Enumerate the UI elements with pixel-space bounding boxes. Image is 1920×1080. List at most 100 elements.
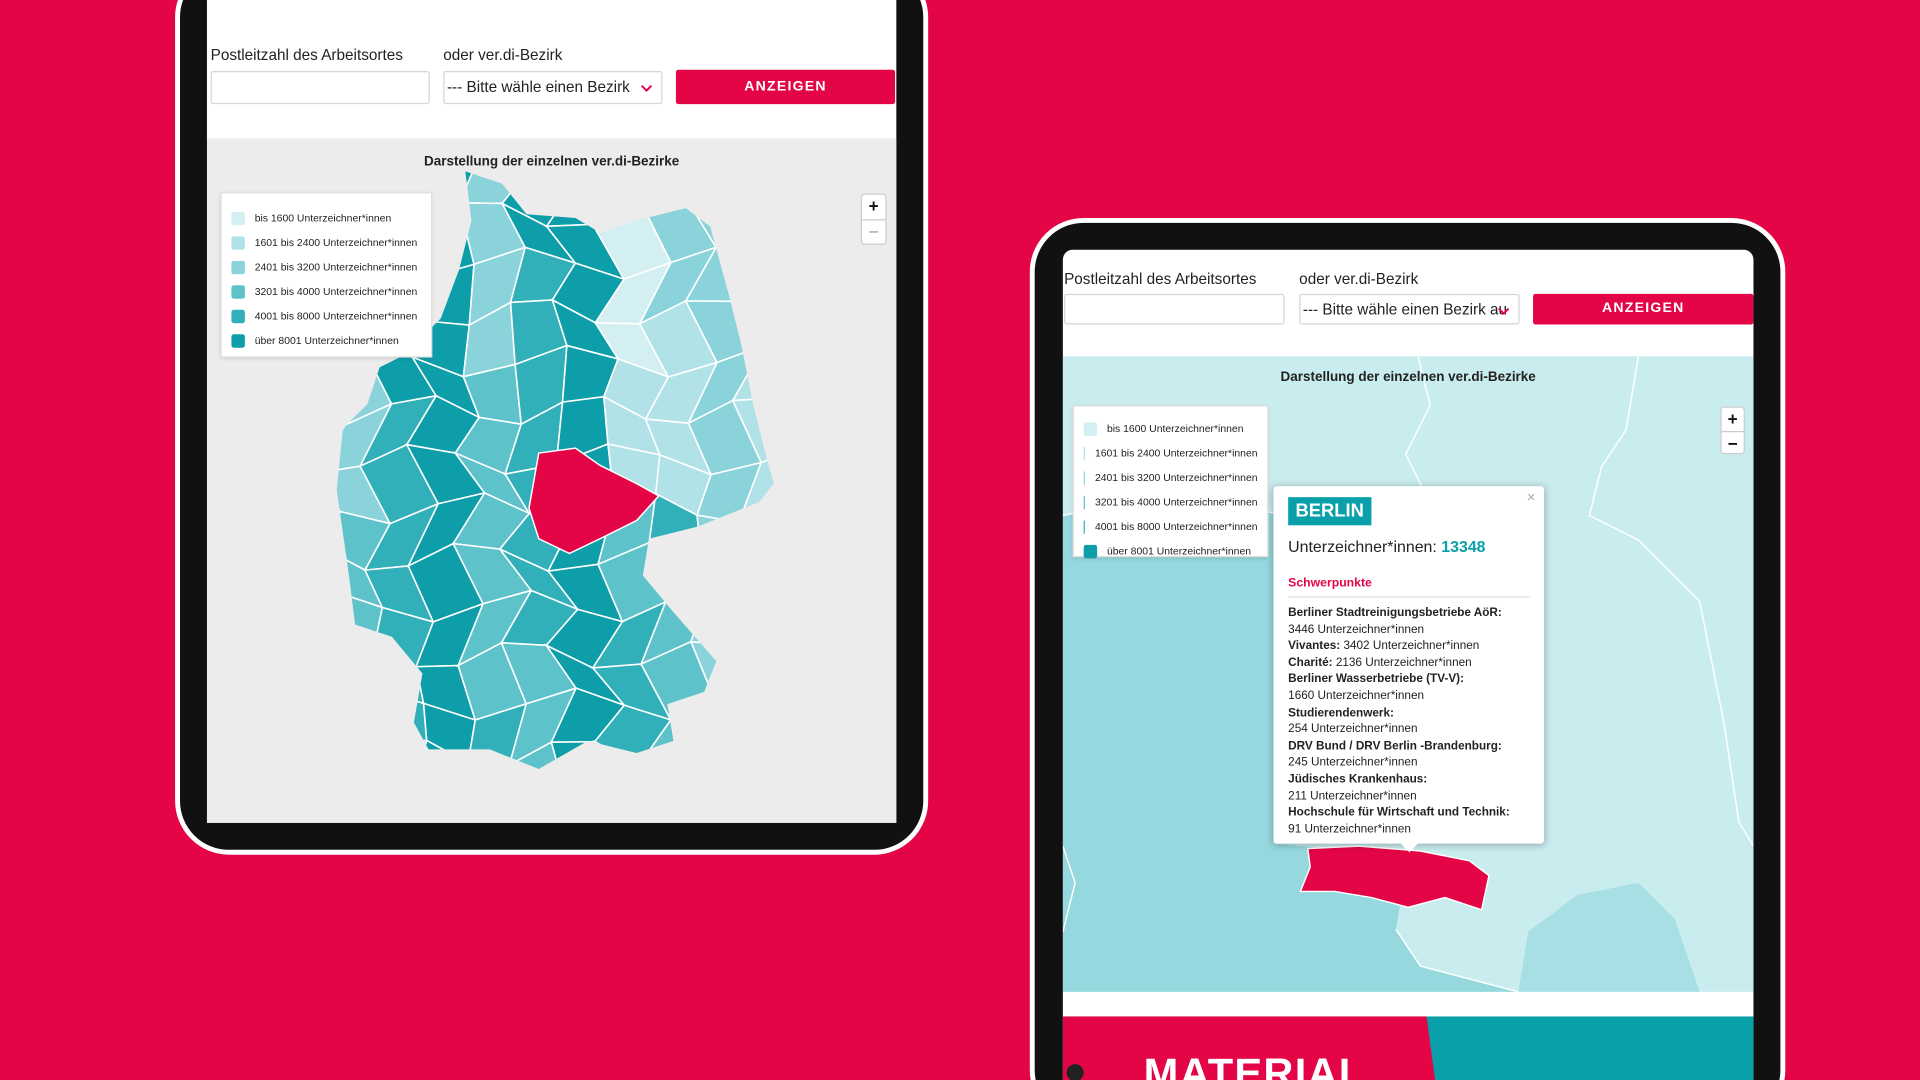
banner-title: MATERIAL: [1143, 1050, 1366, 1080]
district-region: [463, 762, 518, 769]
legend-swatch: [1083, 470, 1086, 485]
legend-label: 2401 bis 3200 Unterzeichner*innen: [1094, 471, 1258, 484]
popup-title: BERLIN: [1288, 497, 1372, 526]
map-area: Darstellung der einzelnen ver.di-Bezirke…: [206, 138, 897, 823]
banner-red: [1062, 1016, 1436, 1080]
district-region: [689, 589, 750, 648]
legend-item: 3201 bis 4000 Unterzeichner*innen: [231, 279, 421, 303]
legend-label: über 8001 Unterzeichner*innen: [1106, 544, 1252, 558]
district-region: [732, 264, 774, 326]
entry-count: 1660 Unterzeichner*innen: [1288, 689, 1425, 703]
legend-label: 4001 bis 8000 Unterzeichner*innen: [1094, 520, 1258, 533]
district-region: [684, 687, 761, 766]
entry-name: Berliner Wasserbetriebe (TV-V):: [1288, 672, 1464, 687]
entry-name: Jüdisches Krankenhaus:: [1288, 772, 1428, 787]
entry-count: 254 Unterzeichner*innen: [1288, 722, 1418, 737]
legend-swatch: [231, 309, 245, 323]
legend-item: bis 1600 Unterzeichner*innen: [1083, 416, 1258, 440]
legend-item: über 8001 Unterzeichner*innen: [1083, 539, 1258, 563]
legend-item: 1601 bis 2400 Unterzeichner*innen: [1083, 441, 1258, 465]
count-value: 13348: [1441, 537, 1486, 556]
legend-item: 4001 bis 8000 Unterzeichner*innen: [1083, 514, 1258, 538]
legend-swatch: [1083, 544, 1098, 558]
popup-pointer: [1399, 842, 1420, 853]
district-region: [361, 739, 428, 769]
legend: bis 1600 Unterzeichner*innen 1601 bis 240…: [1072, 405, 1269, 558]
entry-list: Berliner Stadtreinigungsbetriebe AöR: 34…: [1288, 605, 1529, 838]
district-region: [336, 687, 386, 768]
zoom-out[interactable]: −: [1721, 430, 1744, 454]
district-label: oder ver.di-Bezirk: [443, 46, 563, 64]
district-select[interactable]: --- Bitte wähle einen Bezirk au: [1299, 293, 1520, 325]
legend-item: 4001 bis 8000 Unterzeichner*innen: [231, 304, 421, 328]
show-button[interactable]: ANZEIGEN: [675, 69, 896, 105]
entry-name: Studierendenwerk:: [1288, 705, 1394, 720]
entry-count: 245 Unterzeichner*innen: [1288, 755, 1418, 770]
legend-swatch: [231, 260, 245, 274]
district-region: [336, 643, 376, 707]
banner: [1062, 1016, 1754, 1080]
thuringia-region[interactable]: [528, 447, 660, 555]
region: [1518, 882, 1700, 992]
left-screen: Postleitzahl des Arbeitsortes oder ver.d…: [206, 0, 897, 823]
district-region: [696, 514, 754, 574]
close-button[interactable]: ×: [1526, 488, 1536, 506]
legend-item: 1601 bis 2400 Unterzeichner*innen: [231, 230, 421, 254]
district-region: [648, 541, 709, 603]
legend-label: 3201 bis 4000 Unterzeichner*innen: [1094, 495, 1258, 509]
legend-swatch: [1083, 421, 1098, 436]
entry: Berliner Stadtreinigungsbetriebe AöR: 34…: [1288, 605, 1529, 638]
district-label: oder ver.di-Bezirk: [1299, 270, 1419, 288]
entry-name: DRV Bund / DRV Berlin -Brandenburg:: [1288, 739, 1502, 753]
berlin-region[interactable]: [1299, 845, 1490, 911]
district-region: [732, 687, 774, 744]
entry-count: 211 Unterzeichner*innen: [1288, 789, 1417, 803]
legend-label: bis 1600 Unterzeichner*innen: [254, 211, 392, 225]
legend-label: 1601 bis 2400 Unterzeichner*innen: [1094, 446, 1258, 460]
chevron: [1498, 307, 1510, 315]
legend-item: bis 1600 Unterzeichner*innen: [231, 206, 421, 230]
cookie-icon[interactable]: [1066, 1064, 1084, 1080]
entry-count: 2136 Unterzeichner*innen: [1335, 656, 1472, 670]
legend-swatch: [231, 333, 245, 348]
district-select[interactable]: --- Bitte wähle einen Bezirk: [443, 71, 663, 105]
entry-count: 3402 Unterzeichner*innen: [1343, 639, 1480, 653]
legend-item: 2401 bis 3200 Unterzeichner*innen: [231, 255, 421, 279]
postcode-label: Postleitzahl des Arbeitsortes: [1064, 270, 1257, 288]
border: [1395, 928, 1519, 992]
legend-label: über 8001 Unterzeichner*innen: [254, 334, 399, 347]
map-title: Darstellung der einzelnen ver.di-Bezirke: [423, 154, 680, 169]
map-title: Darstellung der einzelnen ver.di-Bezirke: [1280, 369, 1536, 385]
district-region: [545, 171, 625, 228]
legend-swatch: [1083, 519, 1086, 534]
postcode-input[interactable]: [210, 71, 430, 105]
district-region: [336, 742, 387, 769]
legend-item: 2401 bis 3200 Unterzeichner*innen: [1083, 465, 1258, 489]
zoom-in[interactable]: +: [1727, 408, 1738, 429]
entry-name: Vivantes:: [1288, 639, 1341, 653]
district-region: [741, 610, 774, 671]
section-title: Schwerpunkte: [1288, 577, 1530, 598]
entry: Vivantes: 3402 Unterzeichner*innen: [1288, 638, 1529, 655]
select-text: --- Bitte wähle einen Bezirk au: [1302, 301, 1508, 319]
legend-swatch: [1083, 495, 1086, 509]
popup-count: Unterzeichner*innen: 13348: [1288, 538, 1529, 556]
district-region: [737, 499, 774, 573]
legend: bis 1600 Unterzeichner*innen 1601 bis 240…: [220, 192, 433, 358]
legend-label: 4001 bis 8000 Unterzeichner*innen: [254, 309, 418, 323]
count-label: Unterzeichner*innen:: [1288, 537, 1437, 556]
district-region: [637, 762, 720, 769]
info-popup: × BERLIN Unterzeichner*innen: 13348 Schw…: [1273, 486, 1545, 853]
entry-count: 91 Unterzeichner*innen: [1288, 822, 1411, 836]
border: [1588, 356, 1754, 847]
entry: Studierendenwerk: 254 Unterzeichner*inne…: [1288, 705, 1529, 738]
show-button[interactable]: ANZEIGEN: [1533, 293, 1754, 325]
entry-name: Charité:: [1288, 656, 1333, 670]
entry: Berliner Wasserbetriebe (TV-V): 1660 Unt…: [1288, 671, 1529, 704]
zoom-in[interactable]: +: [868, 195, 879, 216]
entry: Charité: 2136 Unterzeichner*innen: [1288, 655, 1529, 672]
zoom-out[interactable]: −: [862, 219, 886, 245]
postcode-input[interactable]: [1064, 293, 1285, 325]
legend-label: 2401 bis 3200 Unterzeichner*innen: [254, 260, 418, 274]
district-region: [739, 171, 774, 229]
